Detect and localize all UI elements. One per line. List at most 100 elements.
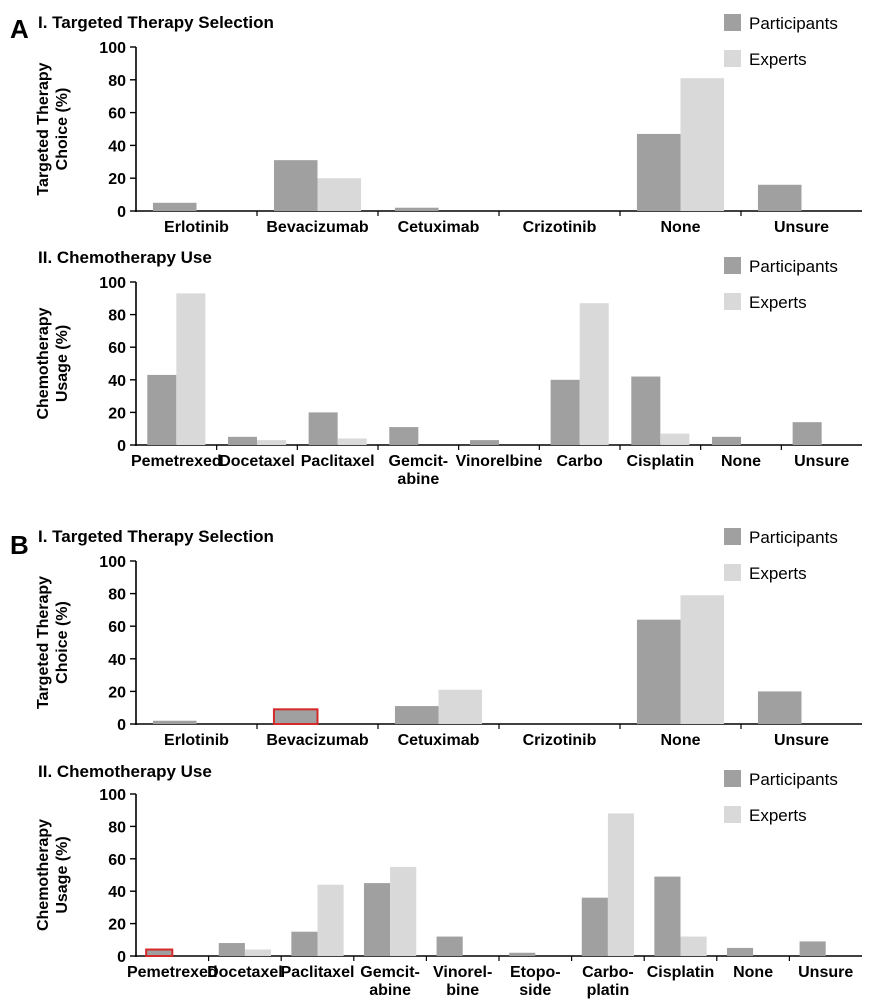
participants-bar [218,943,245,956]
legend: Participants Experts [724,14,838,69]
y-tick-label: 20 [108,405,126,422]
legend: Participants Experts [724,257,838,312]
participants-bar [636,133,681,211]
participants-bar [436,936,463,956]
y-tick-label: 20 [108,917,126,934]
x-tick-label: Erlotinib [164,732,229,749]
legend-swatch-participants [724,528,741,545]
x-tick-label: Unsure [774,219,829,236]
x-tick-label-line: Gemcit- [389,453,449,470]
experts-bar [390,866,417,956]
y-axis-label: Chemotherapy Usage (%) [35,307,71,419]
y-tick-label: 100 [99,40,126,57]
chart-3: I. Targeted Therapy Selection Targeted Th… [35,527,862,749]
x-tick-label: None [661,219,701,236]
participants-bar [273,160,318,211]
y-tick-label: 0 [117,438,126,455]
participants-bar [654,876,681,956]
chart-1: I. Targeted Therapy Selection Targeted Th… [35,13,862,236]
x-tick-label: Carbo-platin [582,964,634,999]
x-tick-label: Pemetrexed [127,964,218,981]
chart-title: II. Chemotherapy Use [38,248,212,267]
experts-bar [438,689,483,724]
legend-swatch-experts [724,50,741,67]
experts-bar [317,178,362,211]
y-axis-label-line: Usage (%) [54,836,71,913]
y-tick-label: 80 [108,73,126,90]
legend-swatch-participants [724,770,741,787]
y-axis-label-line: Chemotherapy [35,307,52,419]
x-tick-label-line: Vinorelbine [456,453,543,470]
participants-bar [363,883,391,956]
x-tick-label: Unsure [798,964,853,981]
experts-bar [680,595,725,724]
experts-bar [176,293,206,445]
legend-label-participants: Participants [749,14,838,33]
x-tick-label-line: Unsure [774,732,829,749]
y-axis-label: Chemotherapy Usage (%) [35,819,71,931]
x-tick-label: Etopo-side [510,964,561,999]
y-tick-label: 80 [108,587,126,604]
legend-swatch-experts [724,293,741,310]
legend-swatch-participants [724,257,741,274]
x-tick-label: Bevacizumab [266,219,368,236]
y-tick-label: 80 [108,819,126,836]
participants-bar [792,422,822,445]
y-tick-label: 60 [108,340,126,357]
x-tick-label: Paclitaxel [281,964,355,981]
experts-bar [607,813,635,956]
y-tick-label: 20 [108,684,126,701]
x-tick-label-line: Crizotinib [523,732,597,749]
y-tick-label: 40 [108,884,126,901]
experts-bar [660,433,690,445]
x-tick-label: Carbo [557,453,603,470]
y-tick-label: 60 [108,106,126,123]
x-tick-label: Cetuximab [398,219,480,236]
participants-bar [757,691,802,724]
panel-letter-b: B [10,530,29,560]
x-tick-label: Cisplatin [647,964,715,981]
legend-label-experts: Experts [749,50,807,69]
x-tick-label-line: Cetuximab [398,732,480,749]
participants-bar [631,376,661,445]
x-tick-label-line: Pemetrexed [127,964,218,981]
legend-label-experts: Experts [749,293,807,312]
y-axis-label-line: Targeted Therapy [35,62,52,195]
x-tick-label-line: abine [369,982,411,999]
participants-bar [291,931,318,956]
x-tick-label-line: side [519,982,551,999]
experts-bar [317,884,344,956]
y-tick-label: 40 [108,373,126,390]
experts-bar [257,440,287,445]
x-tick-label-line: Erlotinib [164,219,229,236]
participants-bar [509,952,536,956]
legend: Participants Experts [724,770,838,825]
x-tick-label: Bevacizumab [266,732,368,749]
x-tick-label: Docetaxel [219,453,295,470]
experts-bar [337,438,367,445]
participants-bar [152,720,197,724]
y-axis-label-line: Chemotherapy [35,819,52,931]
chart-2: II. Chemotherapy Use Chemotherapy Usage (%… [35,248,862,488]
participants-bar [145,948,174,958]
y-axis-label-line: Choice (%) [54,601,71,684]
x-tick-label-line: None [661,219,701,236]
panel-letter-a: A [10,14,29,44]
x-tick-label-line: Cetuximab [398,219,480,236]
x-tick-label: None [721,453,761,470]
experts-bar [579,303,609,445]
x-tick-label-line: Pemetrexed [131,453,222,470]
participants-bar [799,941,826,956]
participants-bar [469,440,499,445]
x-tick-label: None [733,964,773,981]
participants-bar [308,412,338,445]
x-tick-label: Pemetrexed [131,453,222,470]
x-tick-label-line: Docetaxel [219,453,295,470]
legend-swatch-experts [724,806,741,823]
y-axis-label-line: Targeted Therapy [35,576,52,709]
x-tick-label-line: Carbo [557,453,603,470]
y-axis-label: Targeted Therapy Choice (%) [35,576,71,709]
legend-swatch-participants [724,14,741,31]
x-tick-label: Erlotinib [164,219,229,236]
